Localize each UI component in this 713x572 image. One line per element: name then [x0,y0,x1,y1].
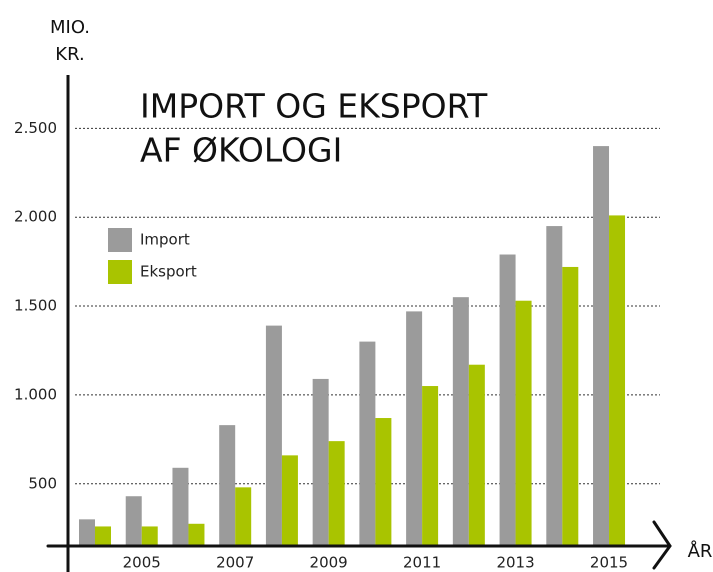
x-tick-label: 2015 [590,554,628,572]
bar [609,215,626,546]
y-axis-label: MIO. [50,17,90,38]
bar [79,519,95,546]
chart-title: AF ØKOLOGI [140,131,342,170]
legend-swatch [108,260,132,284]
bar [95,526,111,546]
legend-swatch [108,228,132,252]
y-tick-label: 1.500 [14,297,57,315]
bar [172,467,189,546]
y-tick-label: 500 [28,474,57,492]
bar [562,266,579,546]
bar [235,487,252,546]
bar [188,523,205,546]
y-tick-label: 2.500 [14,119,57,137]
plot: 500 1.000 1.500 2.000 2.500 Import Eksport 2005… [14,119,660,572]
bar [515,300,532,546]
y-tick-label: 1.000 [14,385,57,403]
x-axis-label: ÅR [688,540,713,562]
bar [219,425,236,546]
bar [328,441,345,546]
x-tick-label: 2011 [403,554,441,572]
bar [422,386,439,546]
bar [593,146,610,546]
chart-title: IMPORT OG EKSPORT [140,87,488,126]
legend-label: Import [140,231,190,249]
bar [468,364,485,546]
x-axis [46,520,672,570]
x-tick-label: 2013 [496,554,534,572]
y-axis-label: KR. [55,44,84,65]
bar [546,226,563,546]
bar [375,418,392,546]
legend-label: Eksport [140,263,197,281]
bar [452,297,469,546]
bar [125,496,142,546]
x-tick-label: 2005 [123,554,161,572]
bar [359,341,376,546]
bar [406,311,423,546]
bar [499,254,516,546]
x-tick-label: 2007 [216,554,254,572]
x-tick-label: 2009 [310,554,348,572]
bar [281,455,298,546]
bar [312,378,329,546]
bar [141,526,158,546]
y-tick-label: 2.000 [14,208,57,226]
bar [265,325,282,546]
